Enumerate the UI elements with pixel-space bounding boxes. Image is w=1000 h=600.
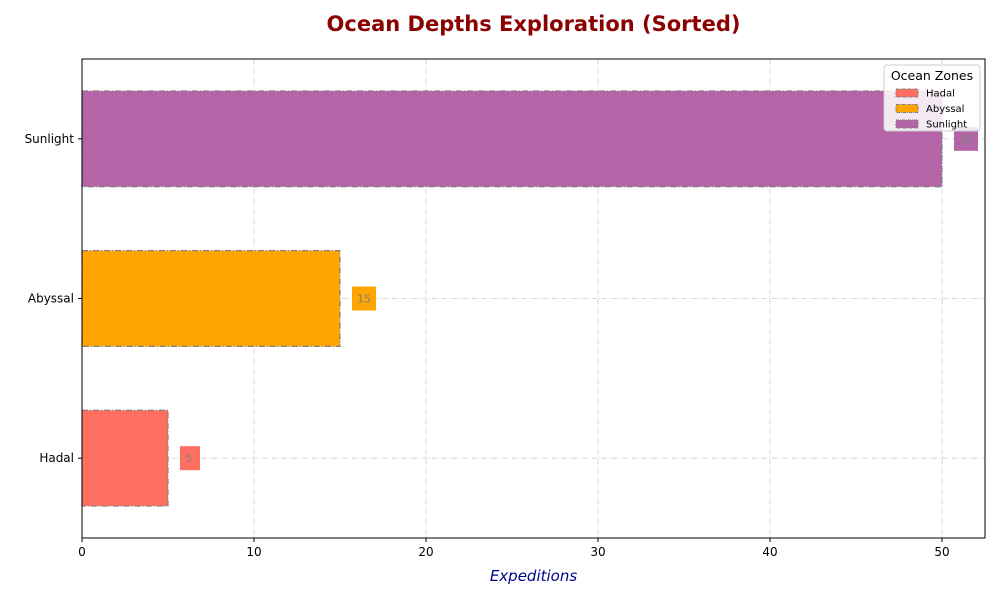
data-label-hadal: 5: [185, 452, 192, 465]
y-tick-label: Hadal: [39, 451, 74, 465]
legend-entry: Sunlight: [926, 120, 967, 131]
data-label-box: [352, 286, 376, 311]
bar-abyssal: [81, 250, 341, 348]
x-tick-label: 0: [78, 545, 86, 559]
x-axis-label: Expeditions: [490, 567, 578, 585]
x-tick-label: 40: [762, 545, 777, 559]
data-label-box: [180, 446, 200, 471]
legend-swatch: [895, 88, 919, 98]
legend-entry: Abyssal: [926, 104, 964, 115]
legend-box: [883, 64, 981, 132]
bar-hadal: [81, 409, 169, 507]
bars: 5 15 50: [81, 90, 978, 507]
x-tick-label: 10: [246, 545, 261, 559]
data-label-abyssal: 15: [357, 293, 371, 306]
legend-title: Ocean Zones: [891, 68, 973, 83]
chart-title: Ocean Depths Exploration (Sorted): [327, 12, 741, 36]
legend-swatch: [895, 104, 919, 113]
y-tick-label: Abyssal: [28, 292, 74, 306]
axes: 0 10 20 30 40 50 Hadal Abyssal Sunlight: [25, 132, 950, 559]
x-tick-label: 20: [418, 545, 433, 559]
x-tick-label: 50: [934, 545, 949, 559]
legend: Ocean Zones Hadal Abyssal Sunlight: [883, 64, 981, 132]
data-label-sunlight: 50: [959, 133, 973, 146]
legend-entry: Hadal: [926, 89, 955, 100]
bar-sunlight: [81, 90, 943, 188]
y-tick-label: Sunlight: [25, 132, 75, 146]
legend-swatch: [895, 119, 919, 129]
x-tick-label: 30: [590, 545, 605, 559]
